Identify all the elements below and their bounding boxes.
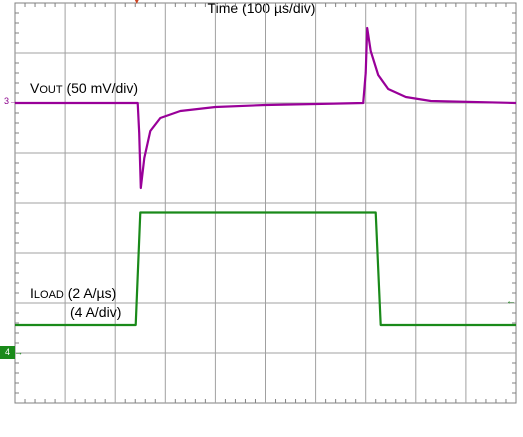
ch4-level-marker: 4 xyxy=(0,346,15,359)
iload-label-slew: (2 A/µs) xyxy=(63,285,117,301)
ch4-arrow-icon: → xyxy=(14,347,23,357)
vout-label-prefix: V xyxy=(30,80,40,96)
vout-label: VOUT (50 mV/div) xyxy=(30,80,138,98)
iload-scale-label: (4 A/div) xyxy=(70,304,122,320)
vout-label-scale: (50 mV/div) xyxy=(62,80,139,96)
iload-label-prefix: I xyxy=(30,285,34,301)
trigger-level-arrow-icon: ← xyxy=(506,296,516,307)
time-axis-label: Time (100 µs/div) xyxy=(207,0,316,16)
ch3-level-marker: 3→ xyxy=(4,96,19,106)
trigger-position-icon: ▾ xyxy=(134,0,140,7)
iload-trace xyxy=(15,211,516,327)
iload-label: ILOAD (2 A/µs) xyxy=(30,285,116,303)
ch3-marker-text: 3 xyxy=(4,96,10,106)
iload-label-sub: LOAD xyxy=(33,289,64,301)
vout-label-sub: OUT xyxy=(39,84,63,96)
vout-trace xyxy=(15,26,517,190)
